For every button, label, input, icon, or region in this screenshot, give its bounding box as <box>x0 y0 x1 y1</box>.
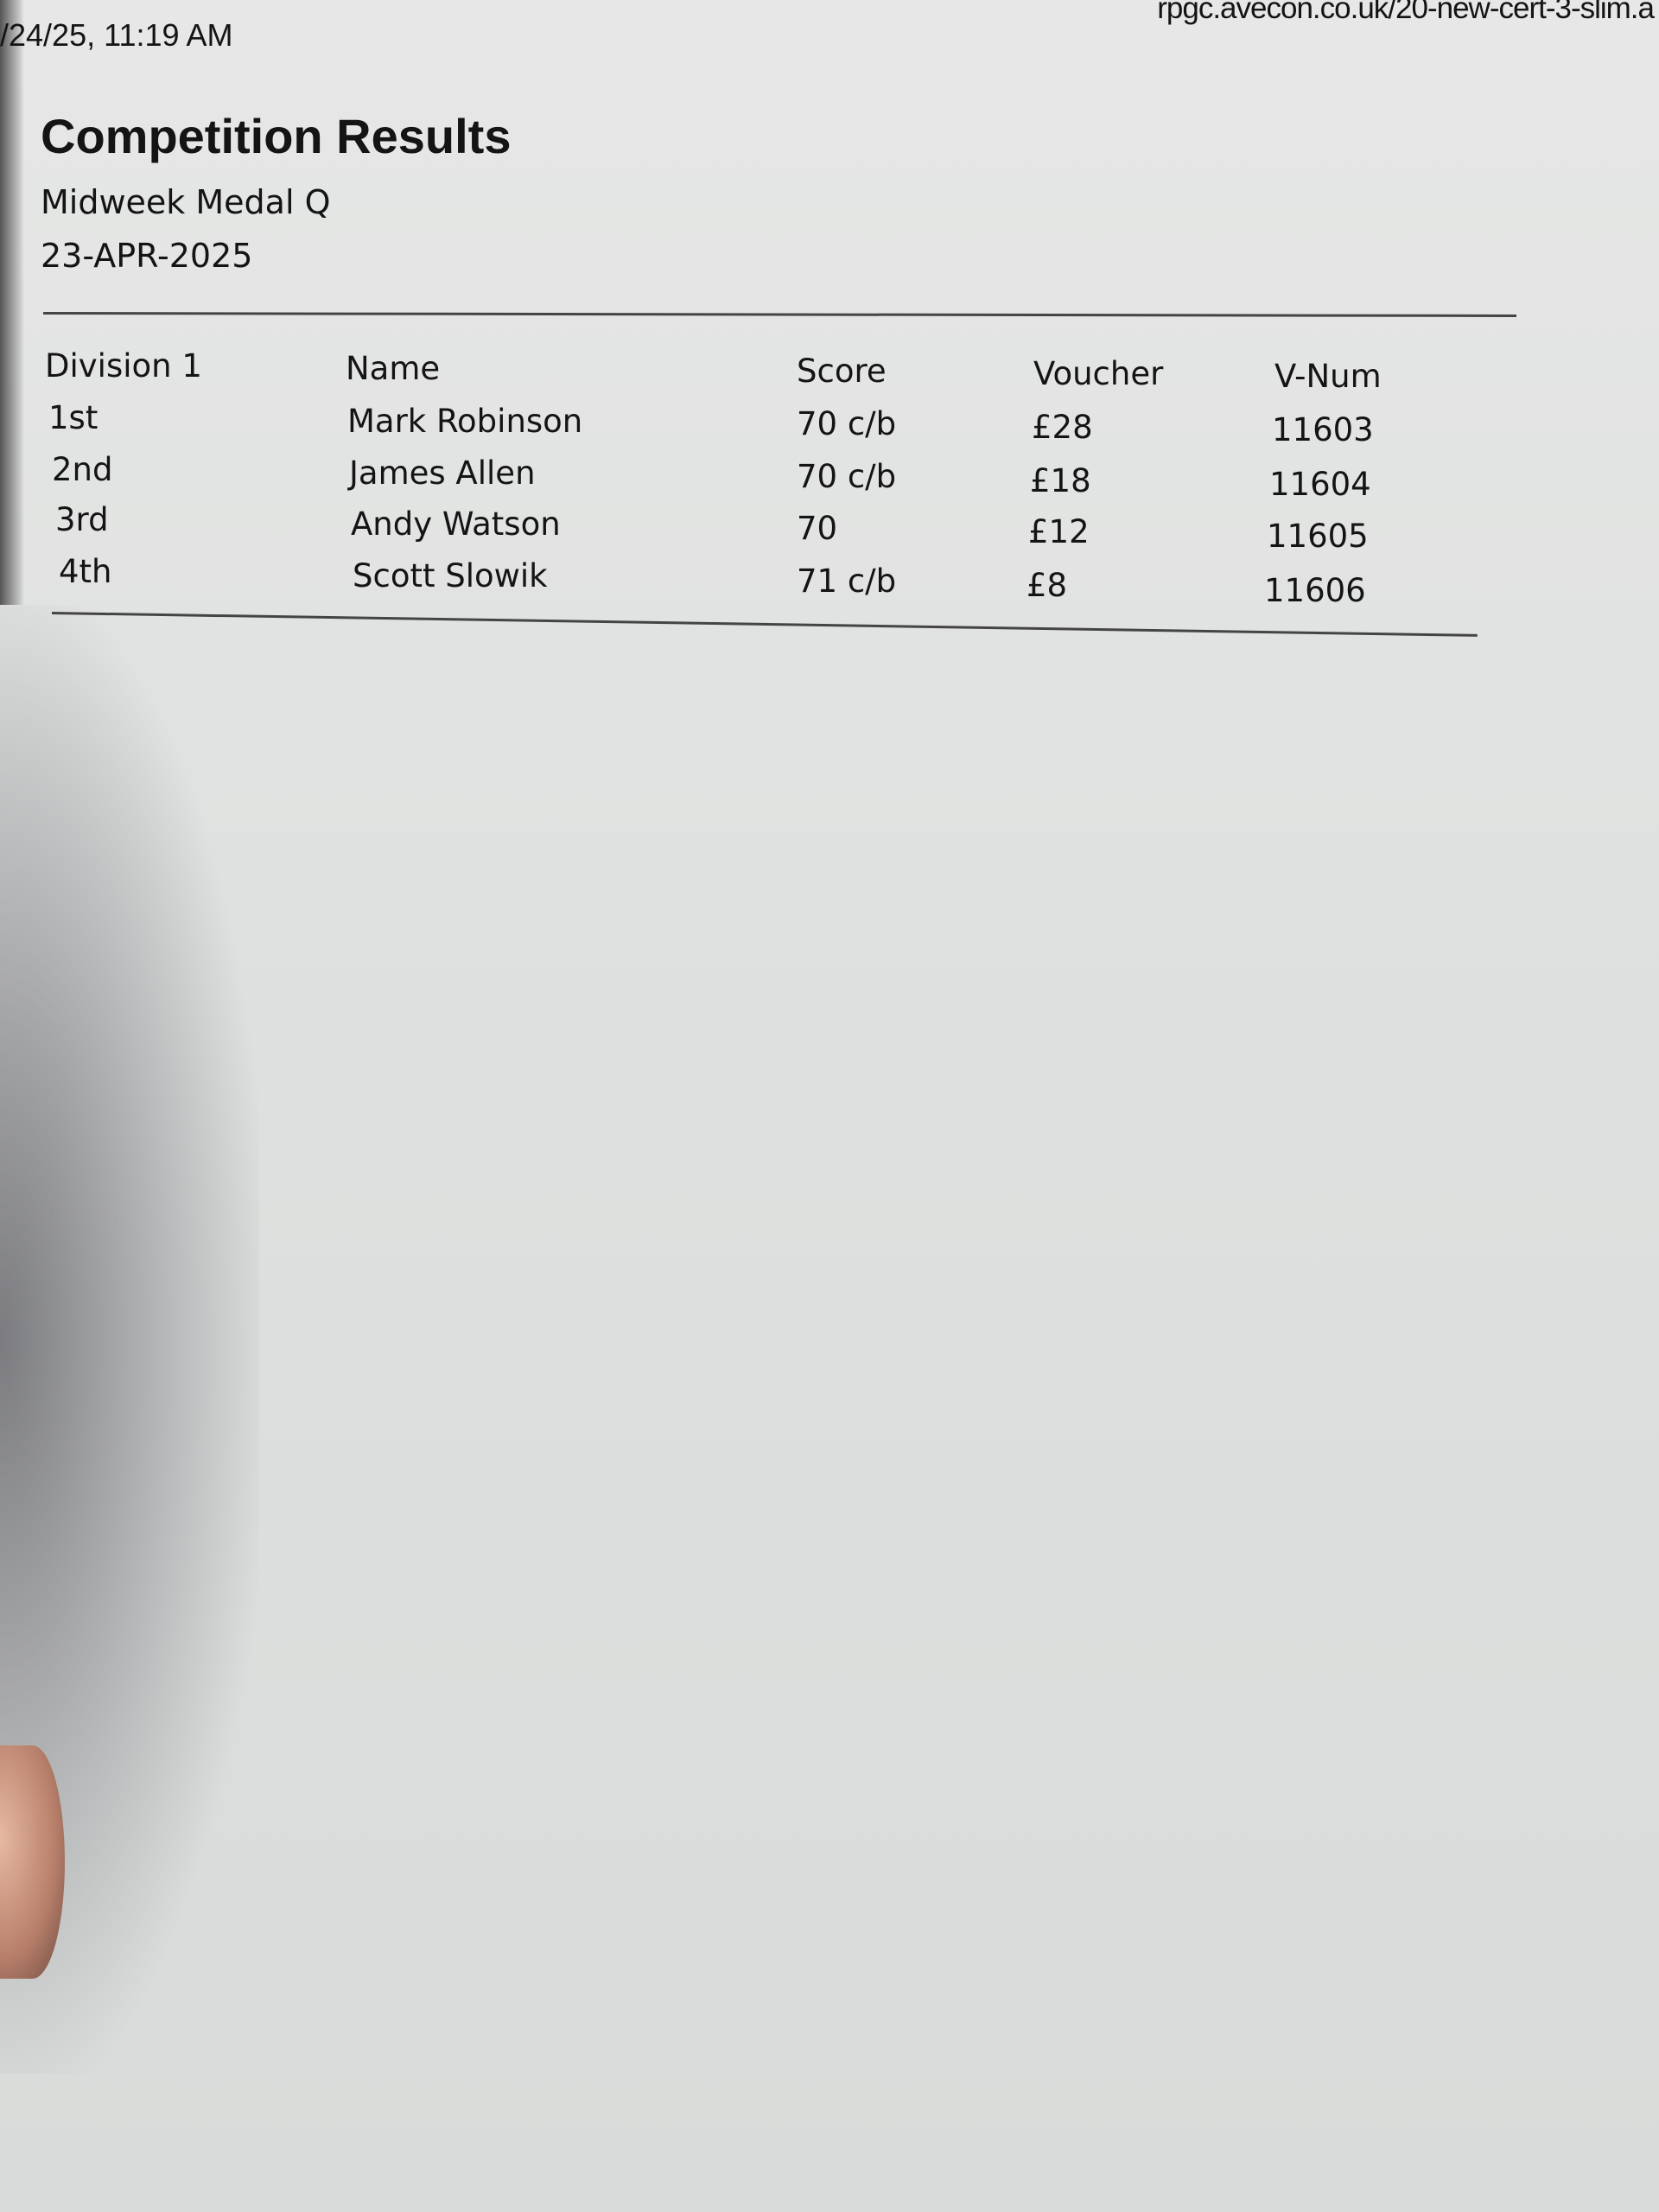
cell-voucher: £18 <box>1030 461 1091 499</box>
competition-name: Midweek Medal Q <box>41 183 331 221</box>
cell-score: 70 c/b <box>797 405 897 443</box>
cell-name: Andy Watson <box>351 505 561 543</box>
cell-v-num: 11604 <box>1269 465 1371 503</box>
bottom-divider <box>51 612 1478 637</box>
fingertip <box>0 1745 65 1979</box>
cell-score: 71 c/b <box>797 562 897 600</box>
cell-name: Scott Slowik <box>353 557 548 595</box>
header-rank: Division 1 <box>45 347 202 385</box>
cell-rank: 1st <box>48 399 99 436</box>
cell-rank: 3rd <box>55 501 109 538</box>
cell-voucher: £12 <box>1028 513 1090 551</box>
print-timestamp: /24/25, 11:19 AM <box>0 17 233 53</box>
cell-score: 70 <box>797 509 838 547</box>
cell-name: James Allen <box>349 454 536 493</box>
cell-v-num: 11605 <box>1267 518 1369 556</box>
cell-v-num: 11606 <box>1264 571 1366 609</box>
cell-v-num: 11603 <box>1272 411 1374 449</box>
header-v-num: V-Num <box>1274 358 1382 395</box>
header-voucher: Voucher <box>1033 355 1164 392</box>
cell-rank: 2nd <box>52 451 113 488</box>
cell-voucher: £8 <box>1027 567 1068 605</box>
header-name: Name <box>346 350 441 387</box>
cell-score: 70 c/b <box>797 458 897 496</box>
top-divider <box>42 312 1516 317</box>
competition-date: 23-APR-2025 <box>41 237 253 275</box>
page-edge-shadow <box>0 0 24 605</box>
header-score: Score <box>797 353 887 390</box>
cell-name: Mark Robinson <box>347 402 583 440</box>
print-url: rpgc.avecon.co.uk/20-new-cert-3-slim.a <box>1157 0 1655 25</box>
cell-voucher: £28 <box>1032 408 1093 446</box>
page-title: Competition Results <box>41 109 512 163</box>
cell-rank: 4th <box>59 553 112 590</box>
